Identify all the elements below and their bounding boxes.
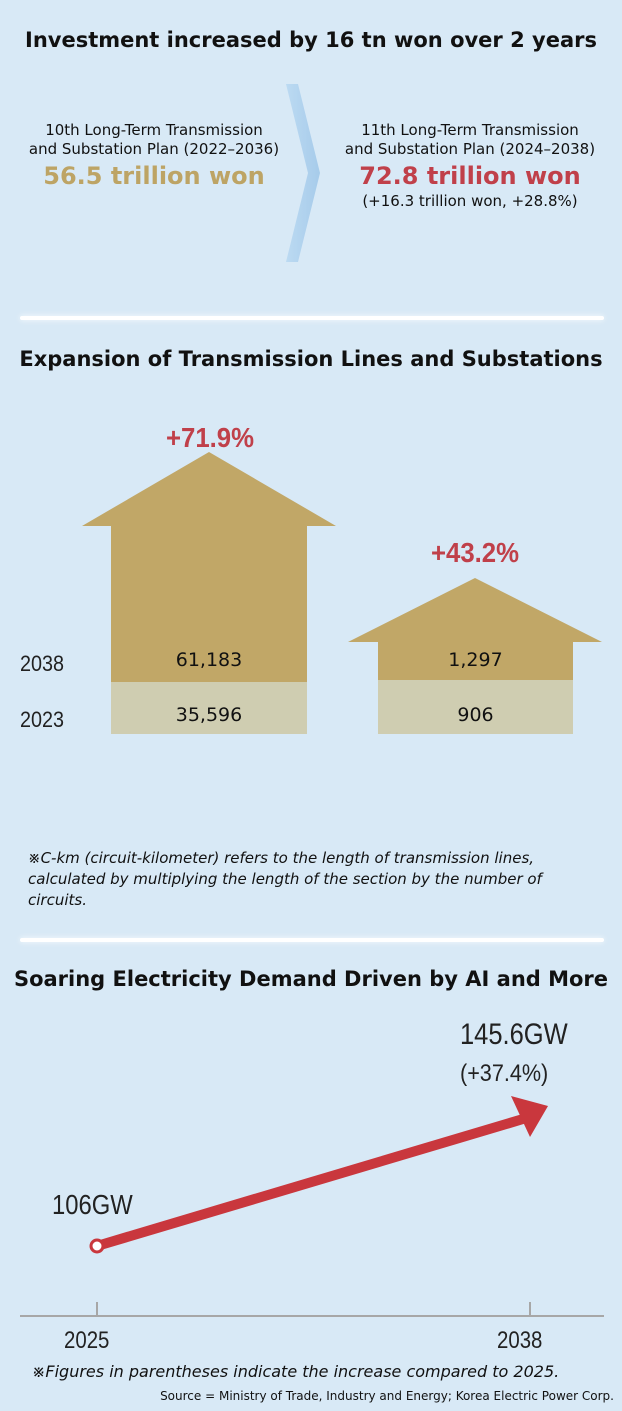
ckm-note-line3: circuits. <box>28 891 87 909</box>
section1-title: Investment increased by 16 tn won over 2… <box>25 28 597 52</box>
x-tick-label-2038: 2038 <box>497 1327 543 1354</box>
ckm-note: ※C-km (circuit-kilometer) refers to the … <box>28 848 608 911</box>
divider-1 <box>20 316 604 320</box>
value-label-2025: 106GW <box>52 1189 133 1220</box>
demand-chart <box>20 1096 604 1317</box>
x-tick-label-2025: 2025 <box>64 1327 110 1354</box>
plan10-label-line1: 10th Long-Term Transmission <box>45 121 263 139</box>
value-2023-lines: 35,596 <box>175 704 243 726</box>
divider-2 <box>20 938 604 942</box>
plan11-label: 11th Long-Term Transmission and Substati… <box>330 121 610 159</box>
plan11-value: 72.8 trillion won <box>359 162 581 190</box>
demand-arrowhead <box>511 1096 548 1137</box>
value-label-2038: 145.6GW <box>460 1018 568 1051</box>
row-label-2038: 2038 <box>20 651 65 676</box>
increase-label-substations: +43.2% <box>430 537 520 568</box>
point-2025 <box>89 1238 105 1254</box>
value-2023-substations: 906 <box>457 704 494 726</box>
value-2038-substations: 1,297 <box>448 649 503 671</box>
bar-2023-substations <box>378 680 573 734</box>
arrow-2038-lines <box>82 452 336 682</box>
expansion-chart <box>82 452 602 734</box>
demand-trend-line <box>95 1114 525 1251</box>
section2-title: Expansion of Transmission Lines and Subs… <box>19 347 603 371</box>
value-2038-lines: 61,183 <box>175 649 243 671</box>
plan11-change: (+16.3 trillion won, +28.8%) <box>362 192 578 210</box>
increase-label-lines: +71.9% <box>165 422 255 453</box>
increase-label-demand: (+37.4%) <box>460 1060 549 1087</box>
section3-title: Soaring Electricity Demand Driven by AI … <box>13 967 609 991</box>
row-label-2023: 2023 <box>20 707 65 732</box>
demand-note: ※Figures in parentheses indicate the inc… <box>32 1362 560 1381</box>
chevron-right-icon <box>286 84 320 262</box>
plan10-label: 10th Long-Term Transmission and Substati… <box>14 121 294 159</box>
plan10-label-line2: and Substation Plan (2022–2036) <box>28 140 280 158</box>
ckm-note-line1: ※C-km (circuit-kilometer) refers to the … <box>28 849 535 867</box>
plan11-label-line1: 11th Long-Term Transmission <box>361 121 579 139</box>
arrow-2038-substations <box>348 578 602 680</box>
bar-2023-lines <box>111 682 307 734</box>
ckm-note-line2: calculated by multiplying the length of … <box>28 870 542 888</box>
plan11-label-line2: and Substation Plan (2024–2038) <box>344 140 596 158</box>
plan10-value: 56.5 trillion won <box>43 162 265 190</box>
source-text: Source = Ministry of Trade, Industry and… <box>160 1389 614 1403</box>
